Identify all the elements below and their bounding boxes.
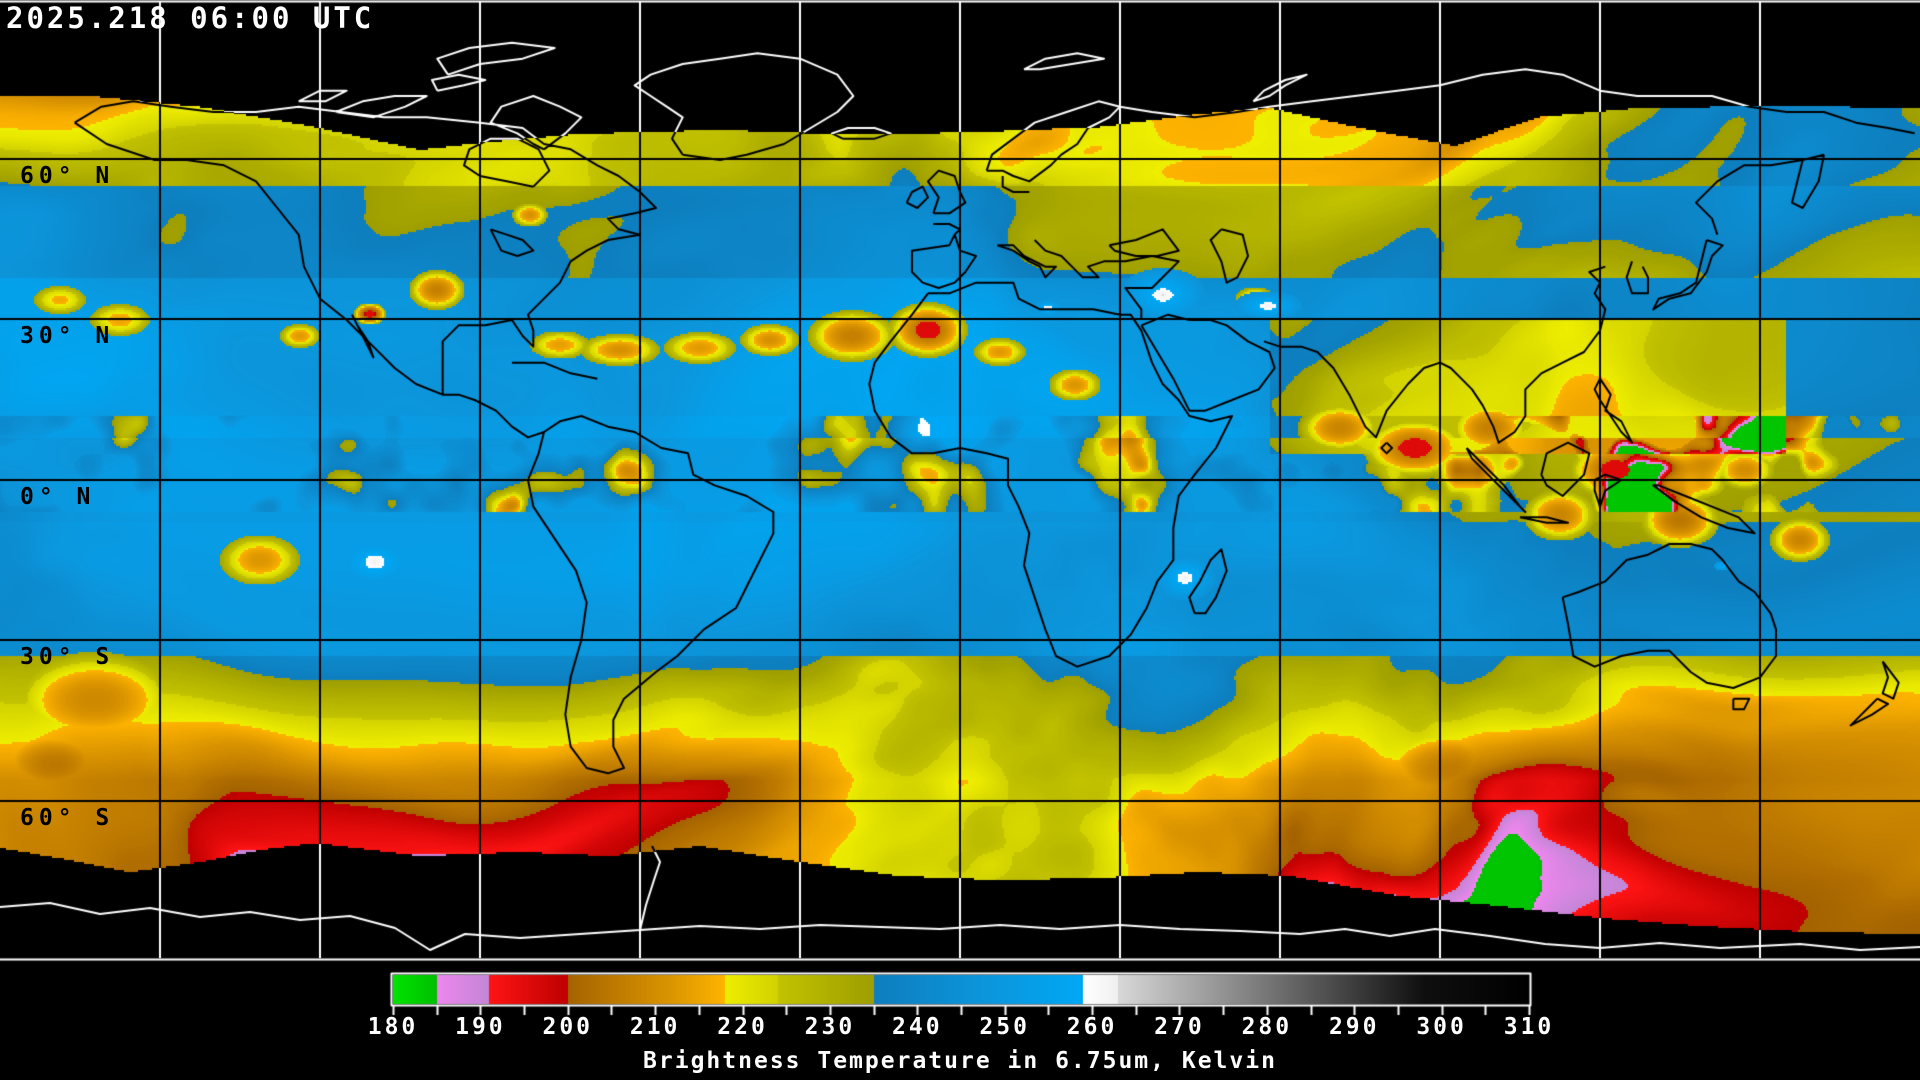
legend-tick-label: 310 bbox=[1503, 1014, 1555, 1040]
latitude-label-30n: 30° N bbox=[20, 323, 115, 349]
legend-tick-label: 220 bbox=[717, 1014, 768, 1040]
colorbar-title: Brightness Temperature in 6.75um, Kelvin bbox=[643, 1048, 1277, 1074]
legend-tick-label: 200 bbox=[542, 1014, 594, 1040]
legend-tick-label: 270 bbox=[1154, 1014, 1205, 1040]
legend-tick-label: 250 bbox=[979, 1014, 1030, 1040]
legend-tick-label: 230 bbox=[804, 1014, 856, 1040]
legend-tick-label: 210 bbox=[629, 1014, 681, 1040]
legend-tick-label: 300 bbox=[1416, 1014, 1467, 1040]
timestamp-label: 2025.218 06:00 UTC bbox=[6, 1, 375, 35]
latitude-label-60s: 60° S bbox=[20, 805, 115, 831]
legend-tick-label: 240 bbox=[892, 1014, 943, 1040]
legend-tick-label: 190 bbox=[455, 1014, 506, 1040]
latitude-label-0n: 0° N bbox=[20, 484, 96, 510]
legend-tick-label: 180 bbox=[367, 1014, 419, 1040]
legend-tick-label: 290 bbox=[1328, 1014, 1380, 1040]
legend-tick-label: 260 bbox=[1066, 1014, 1118, 1040]
latitude-label-30s: 30° S bbox=[20, 644, 115, 670]
legend-tick-label: 280 bbox=[1241, 1014, 1293, 1040]
latitude-label-60n: 60° N bbox=[20, 163, 115, 189]
